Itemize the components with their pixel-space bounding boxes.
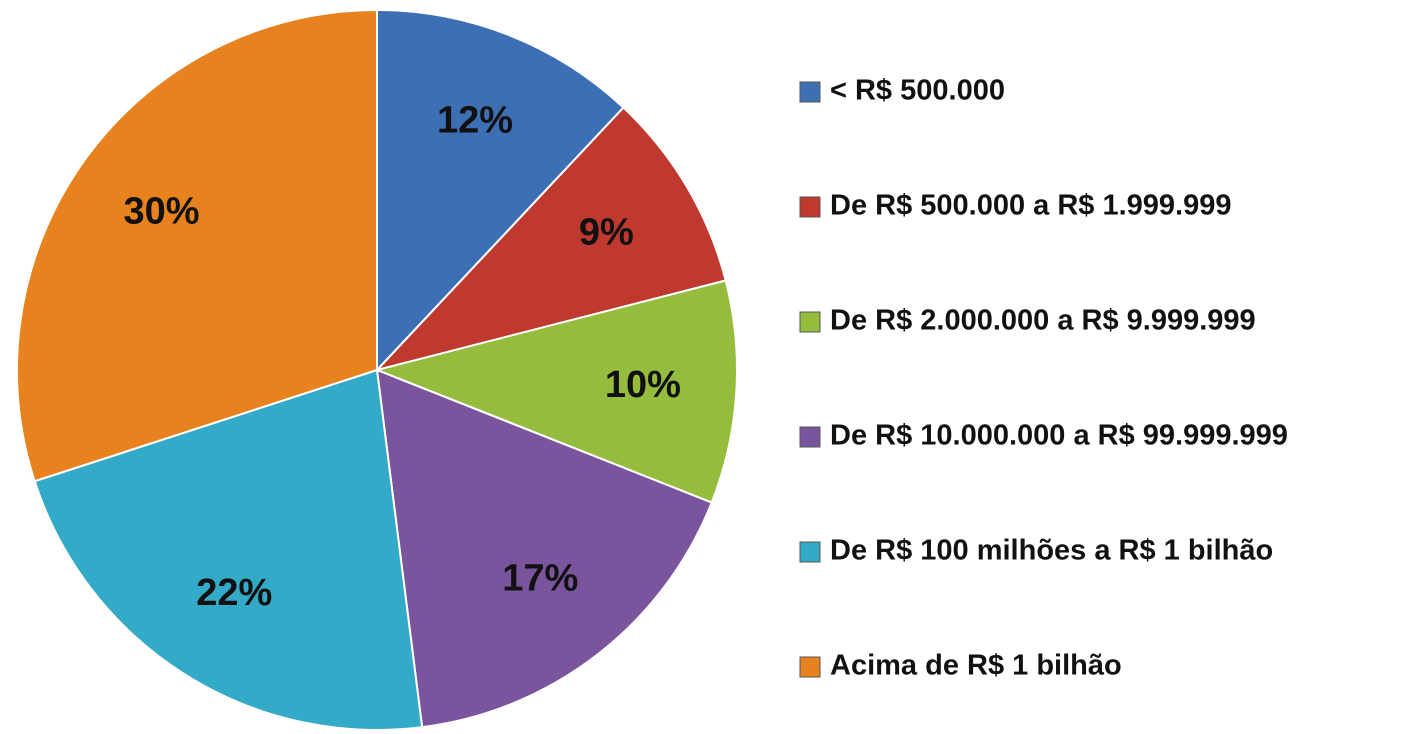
legend-label: De R$ 10.000.000 a R$ 99.999.999 (830, 420, 1288, 452)
pie-slice (373, 106, 727, 372)
data-label: 9% (579, 211, 634, 253)
legend-label: De R$ 500.000 a R$ 1.999.999 (830, 190, 1231, 222)
data-label: 17% (502, 558, 578, 600)
pie-slice (16, 8, 378, 483)
legend-label: De R$ 100 milhões a R$ 1 bilhão (830, 535, 1273, 567)
legend-swatch (799, 81, 821, 103)
pie-slice (375, 368, 714, 729)
legend-swatch (799, 426, 821, 448)
legend-swatch (799, 311, 821, 333)
legend-swatch (799, 656, 821, 678)
legend-swatch (799, 196, 821, 218)
data-label: 12% (437, 99, 513, 141)
data-label: 10% (605, 364, 681, 406)
legend-label: De R$ 2.000.000 a R$ 9.999.999 (830, 305, 1256, 337)
pie-slice (373, 279, 738, 504)
pie-slice (376, 8, 625, 373)
data-label: 30% (123, 190, 199, 232)
legend-swatch (799, 541, 821, 563)
legend-label: < R$ 500.000 (830, 75, 1005, 107)
data-label: 22% (196, 572, 272, 614)
legend-label: Acima de R$ 1 bilhão (830, 650, 1122, 682)
